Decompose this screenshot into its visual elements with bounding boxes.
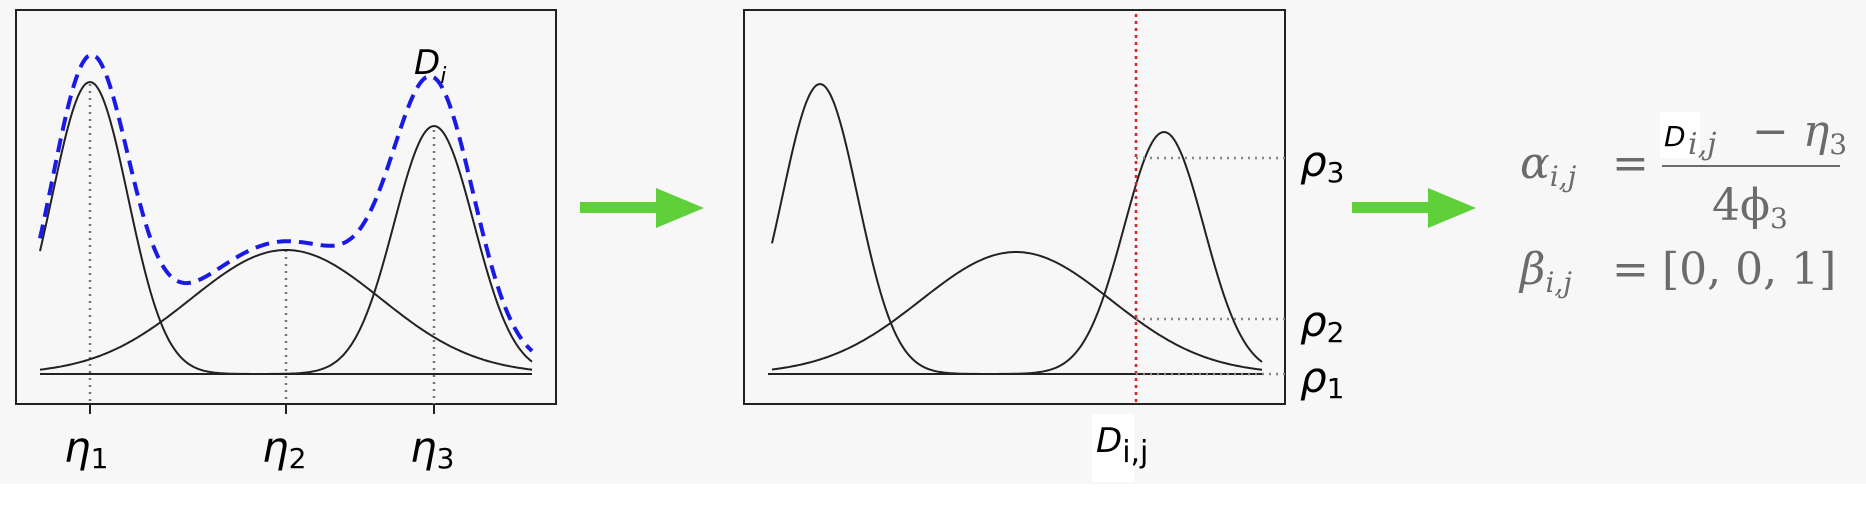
mixture-envelope-curve (38, 52, 534, 353)
alpha-lhs: αi,j (1520, 138, 1577, 193)
formula-block: αi,j = D i,j − η3 4ϕ3 βi,j = [0, 0, 1] (1518, 106, 1847, 299)
marker-label-patch (1092, 414, 1134, 482)
arrow-2-head (1428, 188, 1476, 228)
rho-1-label: ρ1 (1300, 353, 1345, 405)
sample-marker-label: Di,j (1096, 421, 1148, 470)
arrow-1-shaft (580, 202, 658, 213)
beta-rhs: [0, 0, 1] (1662, 244, 1836, 295)
eta-2-label: η2 (262, 423, 306, 475)
curve-label: Di (414, 43, 446, 89)
denominator: 4ϕ3 (1712, 180, 1788, 235)
numerator-d: D (1664, 120, 1686, 153)
numerator-patch (1660, 112, 1700, 158)
panel-mixture: Di η1 η2 η3 (15, 9, 557, 475)
arrow-1-head (656, 188, 704, 228)
eta-1-label: η1 (64, 423, 108, 475)
arrow-1 (580, 188, 704, 228)
numerator-rest: − η3 (1752, 106, 1847, 161)
component-3-curve (40, 124, 533, 375)
beta-lhs: βi,j (1518, 244, 1572, 299)
rho-2-label: ρ2 (1300, 297, 1345, 349)
component-2-curve (39, 249, 533, 371)
panel-2-frame (743, 9, 1286, 405)
panel-membership: ρ3 ρ2 ρ1 Di,j (743, 9, 1345, 482)
rho-3-label: ρ3 (1300, 137, 1345, 189)
alpha-equals: = (1612, 138, 1649, 189)
beta-equals: = (1612, 244, 1649, 295)
eta-3-label: η3 (410, 423, 454, 475)
component-2-curve (771, 251, 1263, 371)
arrow-2-shaft (1352, 202, 1430, 213)
arrow-2 (1352, 188, 1476, 228)
component-3-curve (772, 130, 1263, 375)
panel-1-frame (15, 9, 557, 405)
numerator-d-sub: i,j (1688, 127, 1716, 162)
